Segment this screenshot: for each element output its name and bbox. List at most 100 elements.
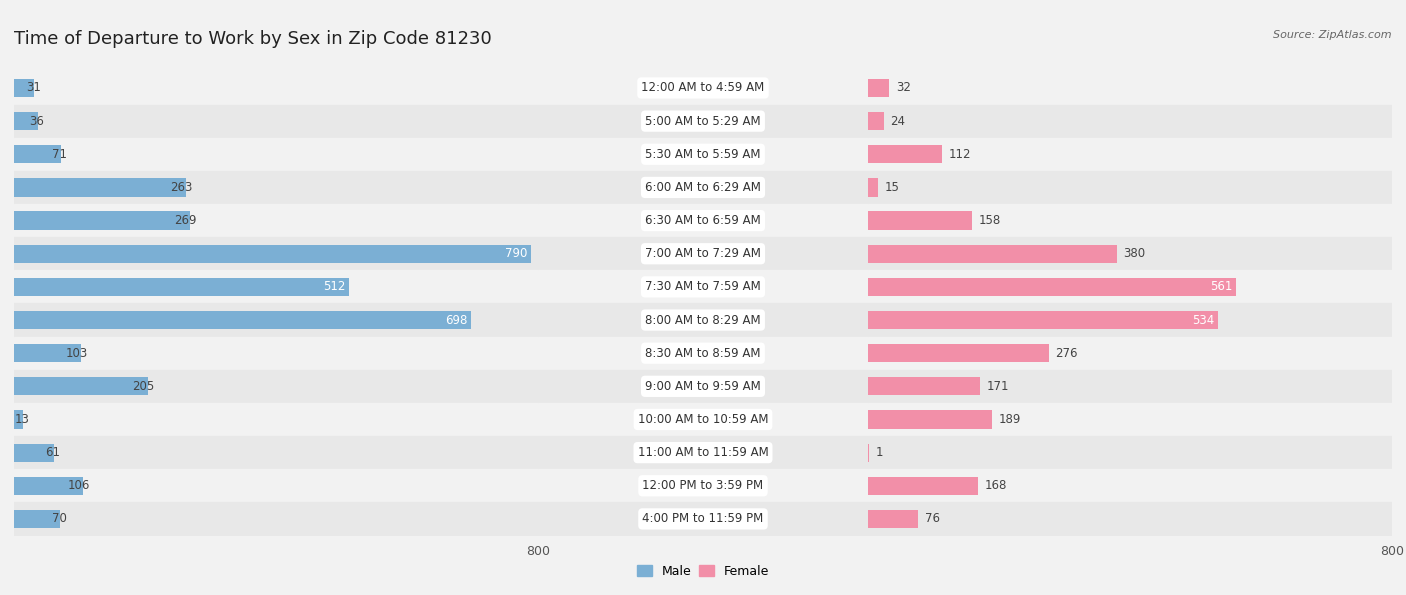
Bar [14,105,537,137]
Text: 103: 103 [66,347,89,359]
Bar [869,245,1116,263]
Text: 12:00 PM to 3:59 PM: 12:00 PM to 3:59 PM [643,480,763,492]
Text: 9:00 AM to 9:59 AM: 9:00 AM to 9:59 AM [645,380,761,393]
Text: 11:00 AM to 11:59 AM: 11:00 AM to 11:59 AM [638,446,768,459]
Text: 561: 561 [1211,280,1232,293]
Text: 168: 168 [984,480,1007,492]
Text: 36: 36 [30,115,44,127]
Bar [14,502,537,536]
Bar [14,278,349,296]
Bar [869,237,1392,270]
Bar [14,303,537,337]
Text: 6:30 AM to 6:59 AM: 6:30 AM to 6:59 AM [645,214,761,227]
Bar [14,79,34,97]
Text: 512: 512 [323,280,346,293]
Text: 6:00 AM to 6:29 AM: 6:00 AM to 6:29 AM [645,181,761,194]
Bar [869,377,980,396]
Bar [869,137,1392,171]
Bar [869,344,1049,362]
Bar [869,411,993,428]
Text: 106: 106 [67,480,90,492]
Bar [537,171,869,204]
Bar [869,105,1392,137]
Text: 8:30 AM to 8:59 AM: 8:30 AM to 8:59 AM [645,347,761,359]
Bar [14,403,537,436]
Bar [537,204,869,237]
Bar [14,469,537,502]
Bar [869,71,1392,105]
Bar [869,436,1392,469]
Legend: Male, Female: Male, Female [631,560,775,583]
Bar [869,311,1218,329]
Bar [869,112,884,130]
Bar [14,112,38,130]
Text: 10:00 AM to 10:59 AM: 10:00 AM to 10:59 AM [638,413,768,426]
Text: 13: 13 [14,413,30,426]
Bar [14,443,53,462]
Text: 71: 71 [52,148,67,161]
Text: 31: 31 [27,82,41,95]
Bar [869,403,1392,436]
Bar [14,211,190,230]
Bar [869,79,889,97]
Bar [869,337,1392,369]
Bar [537,369,869,403]
Bar [537,71,869,105]
Bar [869,278,1236,296]
Bar [14,337,537,369]
Text: 7:00 AM to 7:29 AM: 7:00 AM to 7:29 AM [645,248,761,260]
Bar [14,510,60,528]
Text: 8:00 AM to 8:29 AM: 8:00 AM to 8:29 AM [645,314,761,327]
Text: 61: 61 [45,446,60,459]
Text: 12:00 AM to 4:59 AM: 12:00 AM to 4:59 AM [641,82,765,95]
Bar [14,237,537,270]
Bar [537,469,869,502]
Text: 534: 534 [1192,314,1215,327]
Bar [537,303,869,337]
Text: 5:00 AM to 5:29 AM: 5:00 AM to 5:29 AM [645,115,761,127]
Bar [869,502,1392,536]
Text: 380: 380 [1123,248,1146,260]
Bar [14,270,537,303]
Text: 171: 171 [987,380,1010,393]
Bar [14,344,82,362]
Bar [537,137,869,171]
Text: 1: 1 [876,446,883,459]
Text: Source: ZipAtlas.com: Source: ZipAtlas.com [1274,30,1392,40]
Bar [869,145,942,164]
Text: 189: 189 [998,413,1021,426]
Bar [14,377,148,396]
Text: 32: 32 [896,82,911,95]
Bar [537,403,869,436]
Text: 263: 263 [170,181,193,194]
Text: 112: 112 [948,148,970,161]
Bar [14,477,83,495]
Bar [14,369,537,403]
Bar [14,436,537,469]
Bar [14,71,537,105]
Bar [869,369,1392,403]
Text: 790: 790 [506,248,527,260]
Bar [14,311,471,329]
Bar [14,171,537,204]
Text: 276: 276 [1056,347,1078,359]
Bar [869,477,979,495]
Bar [14,137,537,171]
Bar [537,237,869,270]
Bar [869,178,879,196]
Bar [14,204,537,237]
Text: 5:30 AM to 5:59 AM: 5:30 AM to 5:59 AM [645,148,761,161]
Bar [14,245,531,263]
Text: 7:30 AM to 7:59 AM: 7:30 AM to 7:59 AM [645,280,761,293]
Bar [537,436,869,469]
Bar [537,105,869,137]
Bar [537,337,869,369]
Bar [14,145,60,164]
Bar [869,204,1392,237]
Text: 158: 158 [979,214,1001,227]
Text: Time of Departure to Work by Sex in Zip Code 81230: Time of Departure to Work by Sex in Zip … [14,30,492,48]
Bar [869,270,1392,303]
Text: 70: 70 [52,512,66,525]
Bar [869,469,1392,502]
Text: 76: 76 [925,512,939,525]
